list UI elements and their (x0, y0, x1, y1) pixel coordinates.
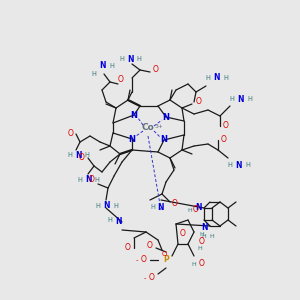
Text: H: H (200, 232, 204, 236)
Text: O: O (68, 130, 74, 139)
Text: H: H (210, 233, 214, 238)
Text: O: O (161, 251, 167, 257)
Text: -: - (136, 257, 138, 263)
Text: N: N (160, 136, 167, 145)
Text: N: N (85, 176, 91, 184)
Text: N: N (128, 134, 136, 143)
Text: H: H (96, 203, 100, 209)
Text: O: O (125, 244, 131, 253)
Text: N: N (115, 218, 121, 226)
Text: H: H (114, 203, 118, 209)
Text: -: - (144, 275, 146, 281)
Text: N: N (201, 224, 207, 232)
Text: H: H (192, 262, 197, 266)
Text: N: N (195, 203, 201, 212)
Text: O: O (141, 256, 147, 265)
Text: O: O (147, 242, 153, 250)
Text: O: O (153, 65, 159, 74)
Text: P: P (163, 256, 169, 265)
Text: H: H (92, 71, 96, 77)
Text: O: O (199, 238, 205, 247)
Text: N: N (75, 151, 81, 160)
Text: H: H (110, 63, 114, 69)
Text: H: H (228, 162, 232, 168)
Text: N: N (99, 61, 105, 70)
Text: H: H (224, 75, 228, 81)
Text: N: N (163, 112, 170, 122)
Text: H: H (120, 56, 124, 62)
Text: H: H (85, 152, 89, 158)
Text: O: O (196, 98, 202, 106)
Text: H: H (202, 233, 206, 238)
Text: N: N (103, 202, 109, 211)
Text: O: O (199, 260, 205, 268)
Text: N: N (158, 202, 164, 211)
Text: H: H (94, 177, 99, 183)
Text: O: O (89, 176, 95, 184)
Text: O: O (172, 200, 178, 208)
Text: O: O (118, 74, 124, 83)
Text: H: H (188, 208, 192, 212)
Text: N: N (237, 94, 243, 103)
Text: H: H (108, 217, 112, 223)
Text: H: H (248, 96, 252, 102)
Text: N: N (213, 74, 219, 82)
Text: O: O (149, 274, 155, 283)
Text: N: N (127, 55, 133, 64)
Text: O: O (221, 136, 227, 145)
Text: H: H (136, 56, 141, 62)
Text: H: H (78, 177, 82, 183)
Text: H: H (246, 162, 250, 168)
Text: N: N (235, 160, 241, 169)
Text: N: N (130, 110, 137, 119)
Text: H: H (151, 204, 155, 210)
Text: H: H (230, 96, 234, 102)
Text: 3+: 3+ (154, 124, 164, 130)
Text: H: H (206, 75, 210, 81)
Text: Co: Co (142, 124, 154, 133)
Text: H: H (68, 152, 72, 158)
Text: O: O (193, 206, 199, 214)
Text: O: O (79, 154, 85, 163)
Text: O: O (180, 230, 186, 238)
Text: O: O (223, 122, 229, 130)
Text: H: H (198, 247, 203, 251)
